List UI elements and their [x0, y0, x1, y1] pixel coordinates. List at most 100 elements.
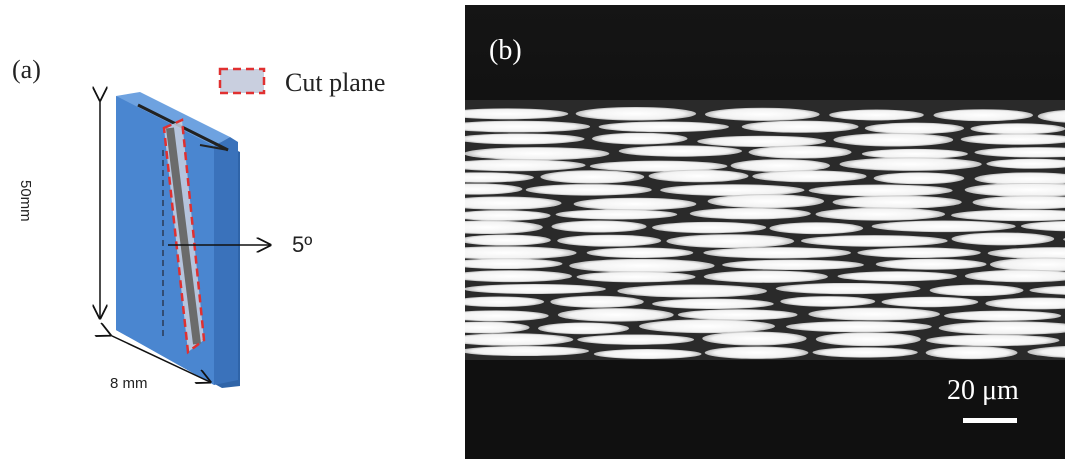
fiber-cross-section	[465, 234, 551, 246]
fiber-cross-section	[785, 321, 932, 333]
fiber-cross-section	[538, 322, 630, 335]
fiber-cross-section	[837, 271, 958, 282]
fiber-cross-section	[881, 296, 979, 308]
fiber-cross-section	[557, 234, 662, 247]
specimen-diagram	[0, 0, 465, 388]
fiber-cross-section	[666, 234, 795, 249]
fiber-cross-section	[986, 158, 1065, 169]
fiber-cross-section	[576, 271, 696, 283]
fiber-cross-section	[465, 172, 534, 183]
height-dimension-label: 50mm	[17, 180, 34, 222]
fiber-cross-section	[557, 308, 674, 322]
angle-label: 5º	[292, 232, 313, 257]
fiber-cross-section	[465, 147, 610, 161]
fiber-cross-section	[525, 184, 652, 196]
fiber-cross-section	[465, 133, 585, 145]
fiber-cross-section	[550, 295, 644, 308]
fiber-cross-section	[970, 123, 1065, 135]
fiber-cross-section	[815, 207, 946, 221]
fiber-cross-section	[829, 109, 924, 121]
fiber-cross-section	[815, 332, 921, 347]
fiber-cross-section	[800, 235, 948, 247]
fiber-cross-section	[697, 135, 827, 148]
fiber-cross-section	[704, 107, 820, 121]
fiber-cross-section	[465, 310, 549, 322]
fiber-cross-section	[652, 221, 767, 234]
fiber-cross-section	[573, 197, 697, 211]
fiber-cross-section	[925, 346, 1018, 360]
fiber-cross-section	[465, 345, 589, 357]
fiber-cross-section	[741, 120, 859, 133]
fiber-cross-section	[929, 284, 1024, 297]
fiber-cross-section	[808, 184, 953, 197]
fiber-cross-section	[780, 296, 876, 307]
fiber-cross-section	[933, 109, 1033, 122]
fiber-cross-section	[465, 270, 572, 283]
fiber-cross-section	[769, 222, 864, 235]
fiber-cross-section	[465, 220, 543, 235]
fiber-cross-section	[748, 145, 852, 159]
fiber-cross-section	[703, 270, 828, 283]
fiber-cross-section	[586, 247, 694, 259]
fiber-cross-section	[951, 209, 1065, 222]
fiber-cross-section	[989, 257, 1065, 272]
panel-a-schematic: (a) Cut plane	[0, 0, 465, 459]
cut-plane-legend-icon	[218, 67, 266, 95]
fiber-cross-section	[689, 207, 811, 220]
fiber-cross-section	[960, 133, 1065, 145]
fiber-cross-section	[465, 296, 545, 307]
fiber-layer	[465, 106, 1065, 360]
fiber-cross-section	[752, 170, 867, 183]
fiber-cross-section	[702, 331, 807, 346]
fiber-cross-section	[926, 334, 1060, 347]
fiber-cross-section	[555, 209, 678, 220]
fiber-cross-section	[617, 284, 767, 298]
fiber-cross-section	[577, 334, 695, 345]
fiber-cross-section	[875, 258, 987, 270]
fiber-cross-section	[864, 122, 965, 135]
fiber-cross-section	[465, 258, 563, 270]
fiber-cross-section	[465, 283, 606, 295]
fiber-cross-section	[639, 319, 775, 334]
fiber-cross-section	[1027, 346, 1065, 358]
fiber-cross-section	[730, 159, 830, 173]
fiber-cross-section	[707, 194, 825, 209]
fiber-cross-section	[465, 120, 591, 133]
fiber-cross-section	[1029, 285, 1065, 295]
fiber-cross-section	[857, 247, 981, 258]
fiber-cross-section	[987, 247, 1065, 260]
fiber-cross-section	[465, 246, 577, 260]
fiber-cross-section	[589, 160, 728, 172]
fiber-cross-section	[974, 147, 1065, 158]
fiber-cross-section	[951, 232, 1055, 246]
panel-a-label: (a)	[12, 55, 41, 84]
fiber-cross-section	[943, 310, 1062, 321]
scale-bar	[963, 418, 1017, 423]
fiber-cross-section	[871, 220, 1016, 233]
fiber-cross-section	[839, 157, 982, 171]
fiber-cross-section	[833, 133, 954, 147]
fiber-cross-section	[593, 348, 702, 360]
fiber-cross-section	[465, 210, 551, 221]
fiber-cross-section	[569, 258, 715, 273]
fiber-cross-section	[677, 309, 798, 321]
fiber-cross-section	[722, 259, 864, 270]
fiber-cross-section	[465, 196, 562, 210]
fiber-cross-section	[972, 195, 1065, 210]
fiber-cross-section	[808, 307, 940, 321]
fiber-cross-section	[974, 172, 1065, 186]
fiber-cross-section	[465, 159, 586, 172]
fiber-cross-section	[598, 121, 729, 133]
fiber-cross-section	[1037, 110, 1065, 123]
fiber-cross-section	[964, 182, 1065, 197]
fiber-cross-section	[873, 172, 965, 185]
scale-bar-label: 20 μm	[947, 375, 1019, 406]
fiber-cross-section	[703, 247, 852, 259]
micrograph-image	[465, 5, 1065, 459]
fiber-cross-section	[775, 282, 921, 295]
fiber-cross-section	[465, 321, 530, 334]
fiber-cross-section	[861, 148, 968, 159]
fiber-cross-section	[592, 132, 688, 145]
fiber-cross-section	[938, 321, 1065, 335]
panel-b-micrograph: (b) 20 μm	[465, 5, 1065, 459]
